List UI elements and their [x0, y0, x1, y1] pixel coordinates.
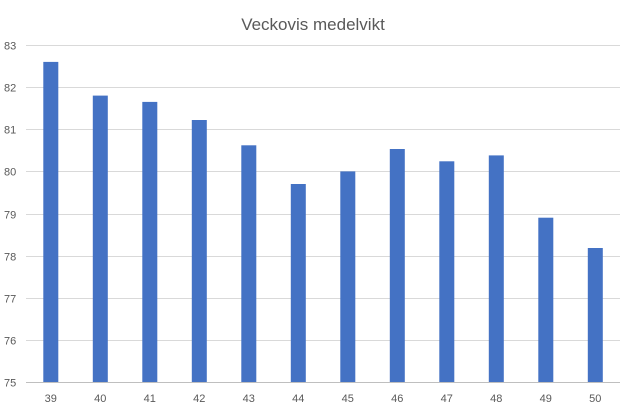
y-tick-label: 79: [4, 210, 16, 222]
chart-title: Veckovis medelvikt: [241, 15, 385, 34]
x-tick-label: 46: [391, 393, 403, 405]
x-tick-label: 45: [342, 393, 354, 405]
bar-week-47: [439, 161, 455, 382]
x-tick-label: 43: [243, 393, 255, 405]
bar-week-43: [241, 145, 257, 382]
x-tick-label: 48: [490, 393, 502, 405]
bar-week-42: [191, 120, 207, 382]
x-tick-label: 50: [589, 393, 601, 405]
bar-week-48: [488, 155, 504, 382]
y-tick-label: 75: [4, 378, 16, 390]
x-tick-label: 42: [193, 393, 205, 405]
bar-week-40: [92, 95, 108, 382]
bar-week-41: [142, 101, 158, 383]
bar-week-44: [290, 184, 306, 382]
y-tick-label: 77: [4, 294, 16, 306]
y-tick-label: 78: [4, 252, 16, 264]
x-tick-label: 40: [94, 393, 106, 405]
y-tick-label: 81: [4, 125, 16, 137]
y-tick-labels: 75 76 77 78 79 80 81 82 83: [4, 41, 16, 390]
x-tick-label: 49: [540, 393, 552, 405]
gridlines: [26, 45, 620, 383]
bar-week-45: [340, 171, 356, 382]
y-tick-label: 80: [4, 167, 16, 179]
x-tick-label: 47: [441, 393, 453, 405]
y-tick-label: 76: [4, 336, 16, 348]
x-tick-label: 44: [292, 393, 304, 405]
y-tick-label: 83: [4, 41, 16, 53]
bar-week-46: [389, 149, 405, 382]
bars: [43, 61, 603, 383]
y-tick-label: 82: [4, 83, 16, 95]
bar-week-50: [587, 248, 603, 382]
x-tick-labels: 39 40 41 42 43 44 45 46 47 48 49 50: [45, 393, 602, 405]
bar-week-49: [538, 217, 554, 382]
x-tick-label: 39: [45, 393, 57, 405]
bar-week-39: [43, 61, 59, 383]
x-tick-label: 41: [144, 393, 156, 405]
